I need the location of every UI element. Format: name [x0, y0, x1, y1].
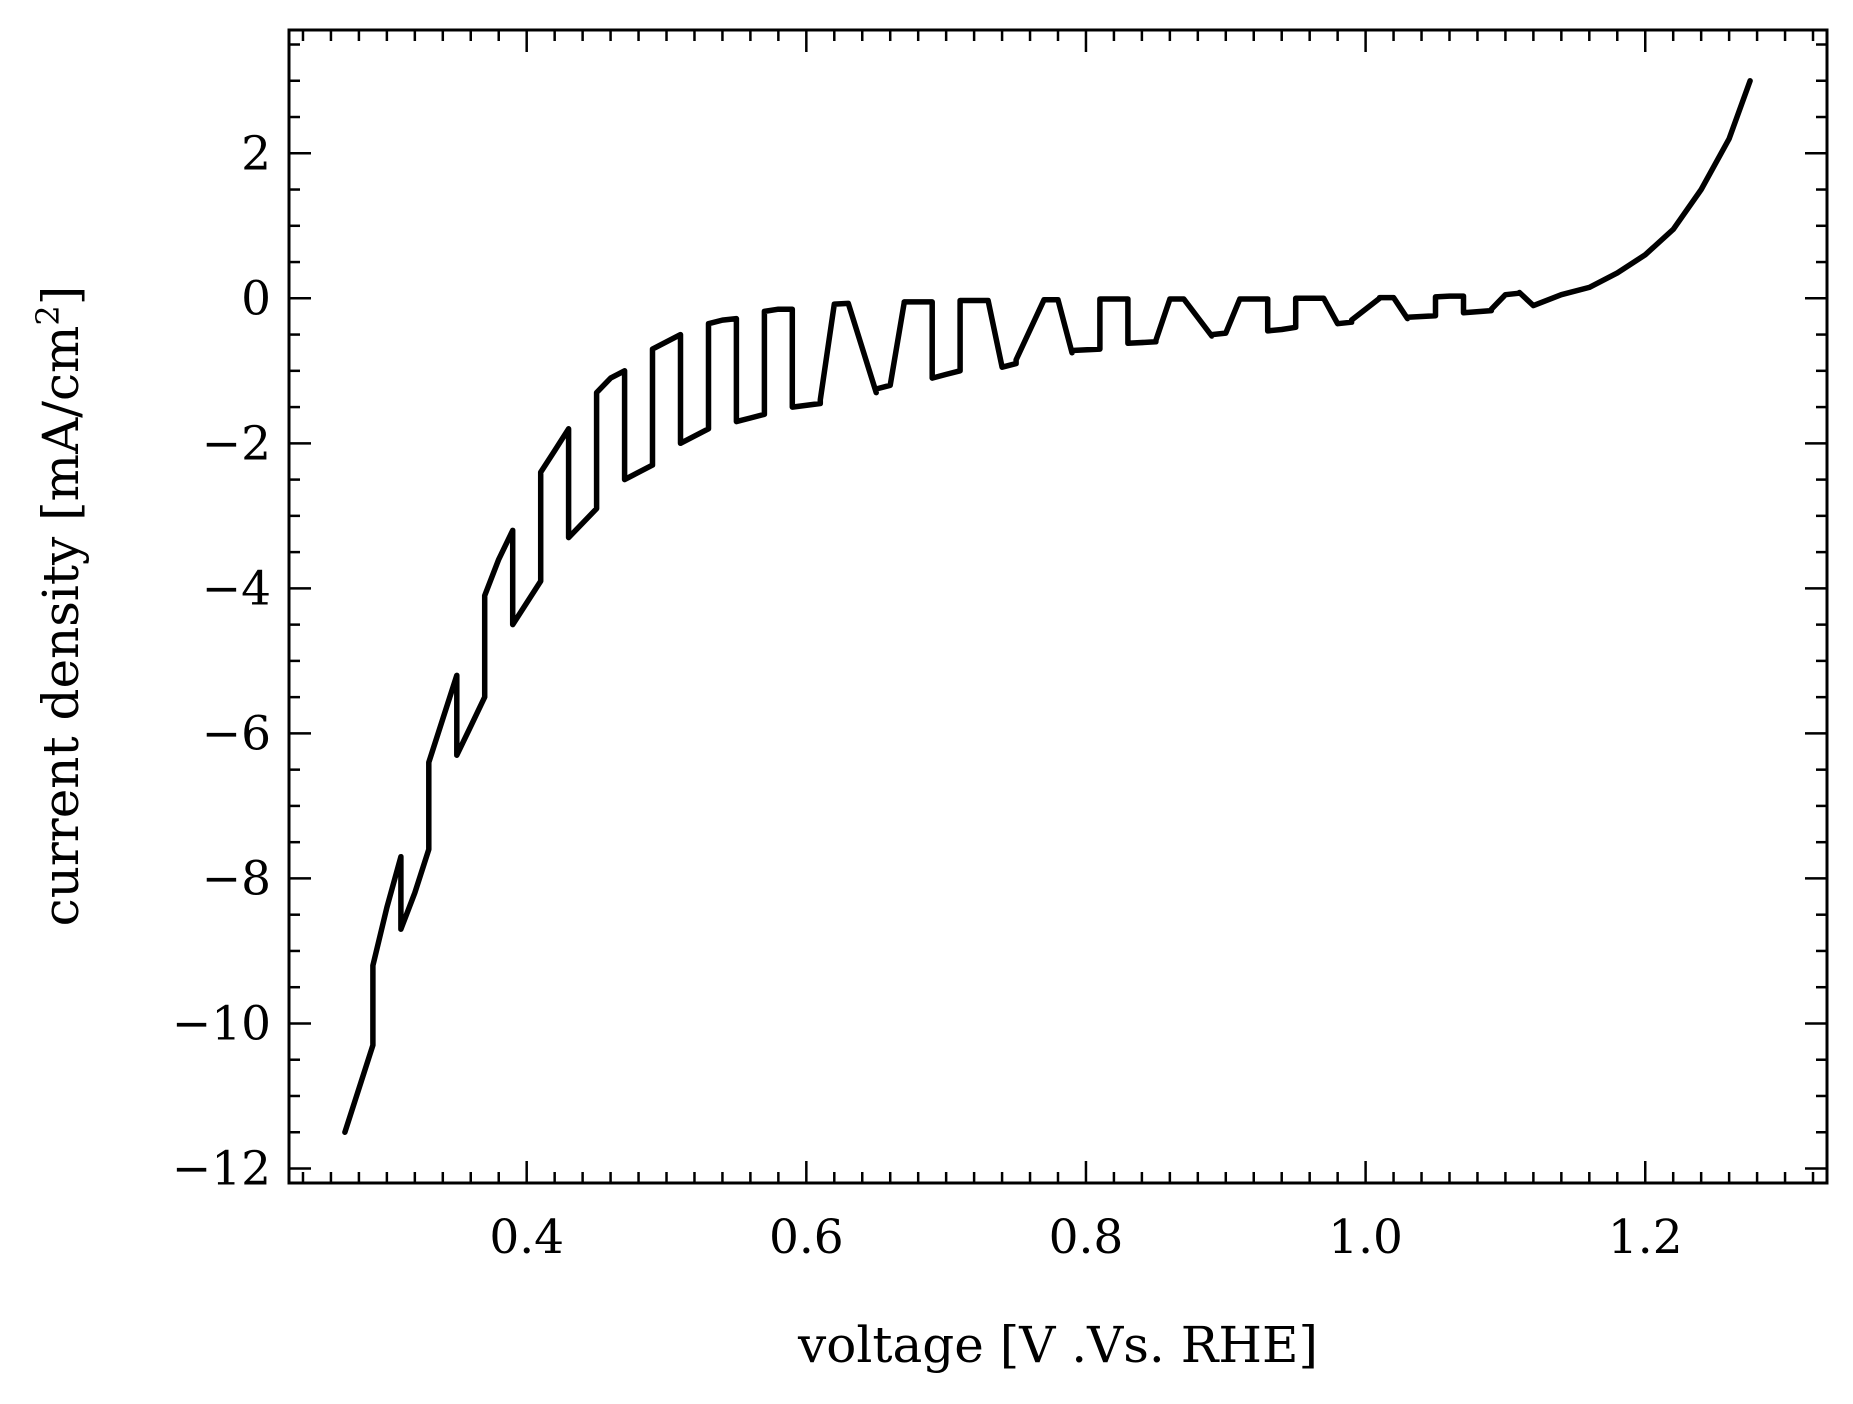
y-tick-label: 0: [241, 271, 271, 326]
x-tick-label: 1.2: [1608, 1210, 1683, 1265]
y-tick-label: −12: [172, 1141, 271, 1196]
y-axis-label: current density [mA/cm2]: [29, 286, 90, 927]
series-line: [342, 78, 1753, 1135]
y-tick-label: 2: [241, 126, 271, 181]
x-tick-label: 1.0: [1328, 1210, 1403, 1265]
y-axis-label-close: ]: [32, 286, 90, 306]
x-tick-labels: 0.4 0.6 0.8 1.0 1.2: [489, 1210, 1682, 1265]
x-tick-label: 0.4: [489, 1210, 564, 1265]
y-tick-label: −8: [202, 851, 271, 906]
x-tick-label: 0.6: [769, 1210, 844, 1265]
y-tick-labels: 2 0 −2 −4 −6 −8 −10 −12: [172, 126, 271, 1196]
ticks: [289, 30, 1827, 1183]
y-tick-label: −6: [202, 706, 271, 761]
y-tick-label: −10: [172, 996, 271, 1051]
y-tick-label: −2: [202, 416, 271, 471]
x-tick-label: 0.8: [1049, 1210, 1124, 1265]
x-axis-label: voltage [V .Vs. RHE]: [797, 1316, 1318, 1374]
y-axis-label-sup: 2: [29, 305, 67, 325]
y-tick-label: −4: [202, 561, 271, 616]
y-axis-label-main: current density [mA/cm: [32, 326, 90, 927]
plot-frame: [287, 28, 1829, 1185]
